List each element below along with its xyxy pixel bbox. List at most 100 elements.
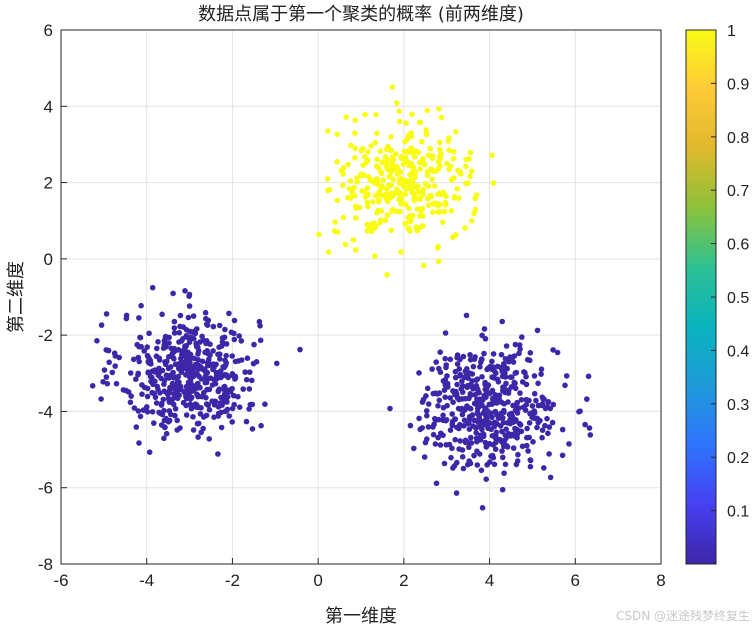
- scatter-point: [431, 421, 437, 428]
- scatter-point: [466, 458, 473, 464]
- scatter-point: [149, 284, 156, 291]
- scatter-point: [505, 399, 511, 405]
- scatter-point: [423, 408, 430, 414]
- scatter-point: [450, 148, 457, 155]
- scatter-point: [398, 176, 405, 182]
- scatter-point: [584, 396, 590, 402]
- scatter-point: [474, 448, 480, 455]
- scatter-point: [374, 156, 380, 163]
- scatter-point: [437, 163, 443, 169]
- scatter-point: [464, 384, 471, 391]
- scatter-point: [157, 390, 163, 396]
- scatter-point: [481, 350, 487, 357]
- scatter-point: [217, 356, 223, 362]
- scatter-point: [424, 385, 431, 392]
- scatter-point: [353, 247, 359, 253]
- scatter-point: [559, 426, 566, 433]
- scatter-point: [175, 373, 182, 380]
- scatter-point: [524, 442, 530, 449]
- scatter-point: [165, 374, 172, 381]
- scatter-point: [177, 383, 184, 390]
- scatter-point: [462, 225, 468, 231]
- scatter-point: [438, 430, 444, 437]
- scatter-point: [468, 434, 474, 441]
- scatter-point: [482, 408, 488, 414]
- scatter-point: [461, 407, 468, 414]
- scatter-point: [441, 460, 448, 467]
- scatter-point: [106, 359, 112, 366]
- x-tick-label: 0: [313, 571, 322, 590]
- scatter-point: [170, 401, 177, 408]
- scatter-point: [482, 336, 489, 342]
- scatter-point: [100, 379, 106, 385]
- scatter-point: [419, 399, 426, 405]
- scatter-point: [411, 197, 418, 204]
- scatter-point: [432, 441, 439, 447]
- scatter-point: [500, 415, 506, 421]
- scatter-point: [467, 149, 474, 156]
- scatter-point: [484, 462, 490, 468]
- scatter-point: [389, 208, 395, 214]
- scatter-point: [174, 417, 180, 424]
- scatter-point: [155, 339, 161, 345]
- scatter-point: [417, 224, 424, 231]
- scatter-point: [185, 334, 191, 341]
- scatter-point: [477, 364, 483, 370]
- scatter-point: [542, 422, 548, 429]
- scatter-point: [562, 382, 568, 389]
- scatter-point: [207, 352, 213, 359]
- scatter-point: [394, 186, 400, 193]
- scatter-point: [171, 356, 177, 362]
- scatter-point: [161, 338, 168, 344]
- scatter-point: [448, 208, 455, 214]
- scatter-point: [495, 397, 502, 404]
- x-tick-label: -2: [225, 571, 240, 590]
- scatter-point: [416, 415, 422, 422]
- scatter-point: [446, 147, 452, 154]
- scatter-point: [417, 166, 424, 172]
- scatter-point: [550, 347, 556, 353]
- scatter-point: [190, 369, 197, 376]
- scatter-point: [473, 435, 480, 442]
- scatter-point: [538, 366, 545, 373]
- scatter-point: [509, 358, 516, 364]
- scatter-point: [491, 375, 497, 381]
- scatter-point: [531, 410, 538, 416]
- scatter-point: [345, 194, 351, 201]
- scatter-point: [325, 249, 332, 255]
- scatter-point: [424, 172, 431, 179]
- scatter-point: [365, 149, 371, 155]
- scatter-point: [405, 226, 412, 232]
- scatter-point: [373, 223, 379, 230]
- scatter-point: [185, 314, 192, 321]
- scatter-point: [447, 395, 454, 401]
- x-tick-label: 4: [485, 571, 494, 590]
- scatter-point: [412, 154, 418, 160]
- scatter-point: [423, 131, 430, 138]
- scatter-point: [464, 439, 471, 446]
- scatter-point: [452, 436, 459, 443]
- scatter-point: [389, 154, 396, 160]
- scatter-point: [467, 370, 473, 377]
- scatter-point: [445, 384, 451, 390]
- scatter-point: [210, 323, 217, 330]
- scatter-point: [472, 195, 479, 202]
- scatter-point: [375, 164, 382, 171]
- scatter-point: [398, 249, 404, 255]
- scatter-point: [377, 219, 383, 226]
- scatter-point: [98, 322, 105, 328]
- scatter-point: [409, 111, 415, 118]
- scatter-point: [218, 394, 224, 401]
- scatter-point: [183, 402, 189, 409]
- scatter-point: [243, 418, 250, 425]
- scatter-point: [158, 422, 165, 428]
- scatter-point: [523, 373, 529, 380]
- scatter-point: [477, 396, 483, 403]
- scatter-point: [479, 402, 485, 408]
- scatter-point: [231, 336, 238, 343]
- chart-title: 数据点属于第一个聚类的概率 (前两维度): [198, 4, 524, 25]
- scatter-point: [171, 318, 178, 325]
- scatter-point: [427, 145, 434, 152]
- colorbar-tick-label: 0.6: [727, 237, 749, 254]
- scatter-point: [545, 399, 552, 405]
